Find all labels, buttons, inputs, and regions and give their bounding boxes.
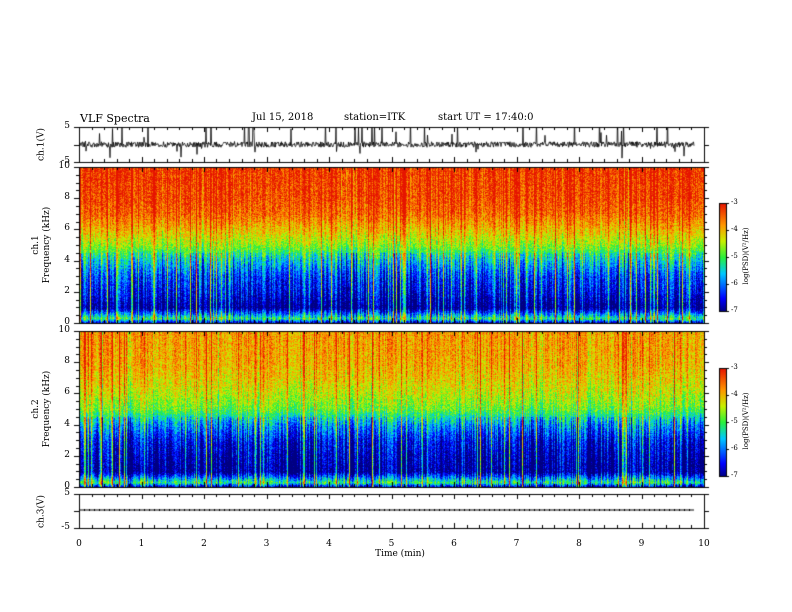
date-label: Jul 15, 2018 <box>252 112 314 123</box>
colorbar-tick-label: -4 <box>731 225 738 233</box>
colorbar-label: log(PSD)(V²/Hz) <box>742 392 750 450</box>
y-tick-label: 5 <box>64 121 70 131</box>
x-tick-label: 5 <box>388 539 395 549</box>
y-axis-label: ch.1 Frequency (kHz) <box>31 206 52 284</box>
y-tick-label: 0 <box>64 481 70 491</box>
y-tick-label: 6 <box>64 223 70 234</box>
y-tick-label: 8 <box>64 192 70 203</box>
y-tick-label: 2 <box>64 449 70 460</box>
colorbar-tick-label: -3 <box>731 363 738 371</box>
colorbar-tick-label: -7 <box>731 306 738 314</box>
x-tick-label: 10 <box>698 539 710 549</box>
x-tick-label: 6 <box>451 539 457 549</box>
y-axis-label: ch.3(V) <box>36 494 47 528</box>
station-label: station=ITK <box>344 112 406 123</box>
colorbar-tick-label: -3 <box>731 198 738 206</box>
x-axis-label: Time (min) <box>375 549 425 559</box>
colorbar-tick-label: -6 <box>731 444 738 452</box>
colorbar-tick-label: -6 <box>731 279 738 287</box>
x-tick-label: 8 <box>576 539 582 549</box>
colorbar-tick-label: -5 <box>731 252 738 260</box>
x-tick-label: 9 <box>638 539 645 549</box>
x-tick-label: 4 <box>326 539 332 549</box>
y-tick-label: -5 <box>61 156 70 166</box>
colorbar-tick-label: -7 <box>731 471 738 479</box>
y-tick-label: 10 <box>58 325 70 335</box>
colorbar-label: log(PSD)(V²/Hz) <box>742 227 750 285</box>
y-tick-label: 6 <box>64 387 70 398</box>
x-tick-label: 0 <box>76 539 82 549</box>
colorbar-tick-label: -4 <box>731 390 738 398</box>
y-tick-label: 4 <box>64 418 70 429</box>
y-tick-label: 0 <box>64 317 70 327</box>
x-tick-label: 1 <box>138 539 145 549</box>
x-tick-label: 3 <box>263 539 270 549</box>
x-tick-label: 2 <box>201 539 207 549</box>
chart-title: VLF Spectra <box>80 112 150 125</box>
colorbar-tick-label: -5 <box>731 417 738 425</box>
y-tick-label: 5 <box>64 488 70 498</box>
y-tick-label: 2 <box>64 285 70 296</box>
start-time-label: start UT = 17:40:0 <box>438 112 534 123</box>
x-tick-label: 7 <box>513 539 520 549</box>
y-tick-label: -5 <box>61 522 70 532</box>
y-tick-label: 4 <box>64 254 70 265</box>
y-tick-label: 8 <box>64 356 70 367</box>
y-tick-label: 10 <box>58 161 70 171</box>
